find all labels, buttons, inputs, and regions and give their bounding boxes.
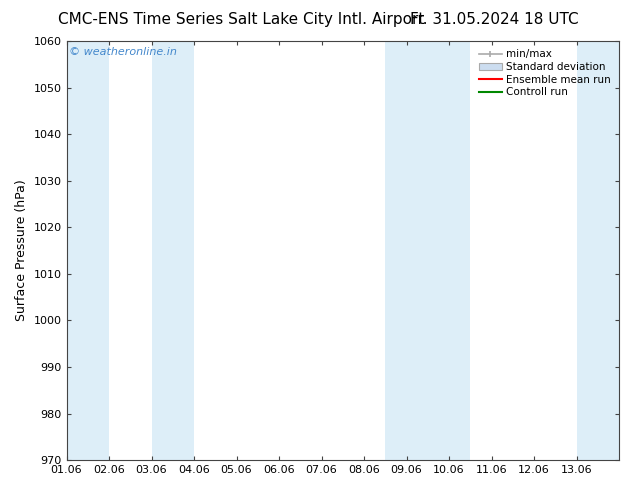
- Text: Fr. 31.05.2024 18 UTC: Fr. 31.05.2024 18 UTC: [410, 12, 579, 27]
- Bar: [576, 41, 619, 460]
- Bar: [152, 41, 194, 460]
- Bar: [385, 41, 470, 460]
- Text: CMC-ENS Time Series Salt Lake City Intl. Airport: CMC-ENS Time Series Salt Lake City Intl.…: [58, 12, 424, 27]
- Legend: min/max, Standard deviation, Ensemble mean run, Controll run: min/max, Standard deviation, Ensemble me…: [476, 46, 614, 100]
- Text: © weatheronline.in: © weatheronline.in: [69, 48, 177, 57]
- Bar: [67, 41, 109, 460]
- Y-axis label: Surface Pressure (hPa): Surface Pressure (hPa): [15, 180, 28, 321]
